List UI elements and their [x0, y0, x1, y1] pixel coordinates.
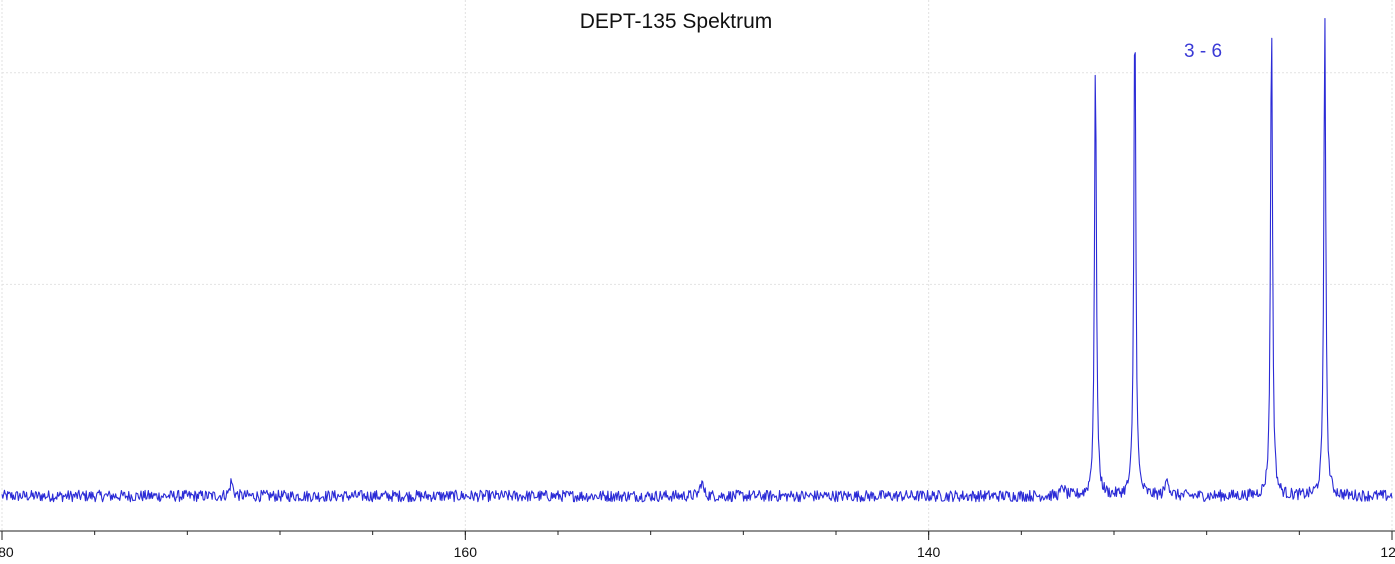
plot-area — [1, 18, 1393, 503]
grid-lines — [1, 0, 1393, 531]
peak-annotation-label: 3 - 6 — [1184, 41, 1223, 62]
x-tick-label: 140 — [917, 544, 941, 560]
x-axis: 180 160 140 120 — [0, 530, 1395, 560]
x-tick-label: 160 — [454, 544, 478, 560]
x-tick-label: 120 — [1380, 544, 1395, 560]
spectrum-line — [1, 18, 1393, 503]
x-tick-label: 180 — [0, 544, 14, 560]
chart-title: DEPT-135 Spektrum — [579, 10, 773, 33]
